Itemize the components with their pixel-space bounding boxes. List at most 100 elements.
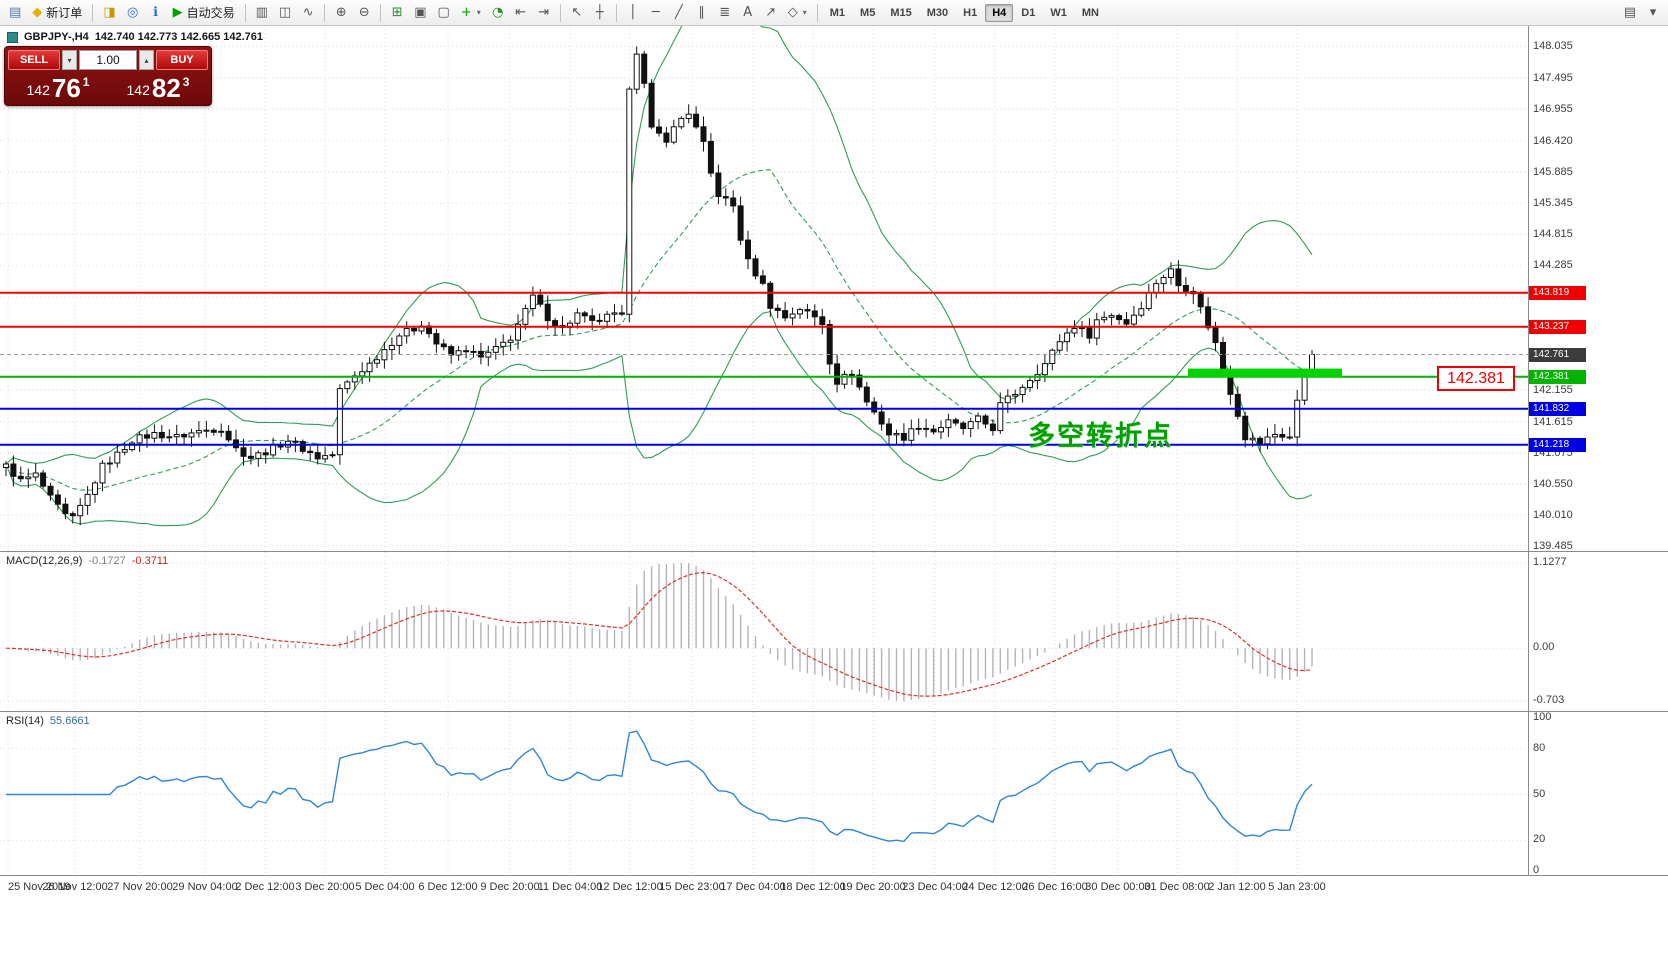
text-tool-icon: A: [743, 5, 753, 20]
buy-button[interactable]: BUY: [156, 50, 208, 70]
channel-tool-icon[interactable]: ∥: [691, 3, 713, 23]
ask-price-display[interactable]: 142 82 3: [108, 72, 208, 102]
crosshair-tool-icon: ┼: [595, 5, 604, 20]
timeframe-m15-button[interactable]: M15: [890, 6, 912, 19]
sell-button[interactable]: SELL: [8, 50, 60, 70]
autoscroll-icon[interactable]: ◔: [487, 3, 509, 23]
time-axis-label: 23 Dec 04:00: [902, 881, 968, 893]
cursor-tool-icon: ↖: [571, 5, 583, 20]
bid-pipette: 1: [82, 75, 90, 89]
shapes-tool-icon: ◇: [787, 5, 798, 20]
timeframe-mn-button[interactable]: MN: [1081, 6, 1099, 19]
trendline-tool-icon: ╱: [674, 5, 683, 20]
one-click-trading-panel: SELL ▾ ▴ BUY 142 76 1 142 82 3: [4, 46, 212, 106]
profiles-icon[interactable]: ▾: [1642, 3, 1664, 23]
crosshair-tool-icon[interactable]: ┼: [589, 3, 611, 23]
turning-point-annotation[interactable]: 多空转折点: [1028, 421, 1173, 451]
time-axis-label: 24 Dec 12:00: [962, 881, 1028, 893]
time-axis-label: 5 Dec 04:00: [355, 881, 415, 893]
profiles-icon: ▾: [1649, 5, 1657, 20]
fibonacci-tool-icon[interactable]: ≣: [714, 3, 736, 23]
autotrading-button[interactable]: ▶ 自动交易: [168, 3, 240, 23]
text-tool-icon[interactable]: A: [737, 3, 759, 23]
line-chart-icon[interactable]: ∿: [297, 3, 319, 23]
cascade-windows-icon[interactable]: ▢: [433, 3, 455, 23]
toolbar-separator: [324, 3, 326, 22]
fibonacci-tool-icon: ≣: [719, 5, 731, 20]
cursor-tool-icon[interactable]: ↖: [566, 3, 588, 23]
bid-big-figure: 142: [26, 82, 50, 98]
time-axis[interactable]: 25 Nov 2019 26 Nov 12:00 27 Nov 20:00 29 No…: [0, 875, 1668, 953]
scroll-to-end-icon[interactable]: ⇤: [510, 3, 532, 23]
volume-input[interactable]: [79, 50, 137, 70]
time-axis-label: 25 Nov 2019: [8, 881, 71, 893]
time-axis-label: 18 Dec 12:00: [780, 881, 846, 893]
new-chart-icon[interactable]: ▤: [1619, 3, 1641, 23]
rsi-panel[interactable]: RSI(14) 55.6661: [0, 711, 1668, 876]
dropdown-arrow-icon: ▾: [802, 8, 807, 17]
macd-panel[interactable]: MACD(12,26,9) -0.1727 -0.3711: [0, 551, 1668, 712]
navigator-icon[interactable]: ◎: [122, 3, 144, 23]
time-axis-label: 31 Dec 08:00: [1144, 881, 1210, 893]
horizontal-line-tool-icon[interactable]: ─: [645, 3, 667, 23]
chart-shift-icon: ⇥: [538, 5, 550, 20]
rsi-chart[interactable]: [0, 712, 1668, 876]
horizontal-line-tool-icon: ─: [651, 5, 660, 20]
timeframe-m1-button[interactable]: M1: [829, 6, 846, 19]
autotrading-button-label: 自动交易: [186, 6, 235, 20]
time-axis-label: 15 Dec 23:00: [659, 881, 725, 893]
timeframe-w1-button[interactable]: W1: [1050, 6, 1067, 19]
market-watch-icon[interactable]: ◨: [98, 3, 120, 23]
volume-decrease-button[interactable]: ▾: [62, 50, 77, 70]
time-axis-label: 9 Dec 20:00: [480, 881, 540, 893]
timeframe-h1-button[interactable]: H1: [963, 6, 978, 19]
new-order-button[interactable]: ◆ 新订单: [27, 3, 87, 23]
chart-shift-icon[interactable]: ⇥: [533, 3, 555, 23]
time-axis-label: 3 Dec 20:00: [295, 881, 355, 893]
bars-chart-icon[interactable]: ▥: [251, 3, 273, 23]
time-axis-label: 11 Dec 04:00: [537, 881, 603, 893]
chart-title: GBPJPY-,H4 142.740 142.773 142.665 142.7…: [7, 31, 263, 43]
toolbar-separator: [615, 3, 617, 22]
zoom-in-icon: ⊕: [335, 5, 347, 20]
arrow-tool-icon[interactable]: ↗: [760, 3, 782, 23]
toolbar-separator: [244, 3, 246, 22]
terminal-icon[interactable]: ℹ: [145, 3, 167, 23]
trendline-tool-icon[interactable]: ╱: [668, 3, 690, 23]
timeframe-d1-button[interactable]: D1: [1021, 6, 1036, 19]
zoom-out-icon[interactable]: ⊖: [353, 3, 375, 23]
ask-big-figure: 142: [126, 82, 150, 98]
grid-icon[interactable]: ⊞: [386, 3, 408, 23]
time-axis-label: 26 Dec 16:00: [1022, 881, 1088, 893]
candlestick-chart-icon[interactable]: ◫: [274, 3, 296, 23]
time-axis-label: 30 Dec 00:00: [1085, 881, 1151, 893]
candlestick-chart-icon: ◫: [278, 5, 292, 20]
time-axis-label: 2 Dec 12:00: [235, 881, 295, 893]
price-chart[interactable]: [0, 26, 1668, 551]
tile-windows-icon: ▣: [414, 5, 427, 20]
time-axis-label: 6 Dec 12:00: [418, 881, 478, 893]
price-callout-box[interactable]: 142.381: [1437, 366, 1515, 391]
macd-chart[interactable]: [0, 552, 1668, 712]
navigator-icon: ◎: [126, 5, 139, 20]
new-chart-icon: ▤: [1623, 5, 1636, 20]
volume-increase-button[interactable]: ▴: [139, 50, 154, 70]
tile-windows-icon[interactable]: ▣: [409, 3, 431, 23]
timeframe-m5-button[interactable]: M5: [860, 6, 876, 19]
ask-pips: 82: [151, 73, 181, 103]
add-indicator-icon[interactable]: + ▾: [456, 3, 486, 23]
bid-price-display[interactable]: 142 76 1: [8, 72, 108, 102]
vertical-line-tool-icon[interactable]: │: [622, 3, 644, 23]
new-order-icon: ◆: [32, 5, 43, 20]
main-chart-panel[interactable]: GBPJPY-,H4 142.740 142.773 142.665 142.7…: [0, 26, 1668, 551]
shapes-tool-icon[interactable]: ◇ ▾: [783, 3, 812, 23]
grid-icon: ⊞: [391, 5, 403, 20]
chart-symbol-label: GBPJPY-,H4: [24, 31, 89, 43]
zoom-in-icon[interactable]: ⊕: [330, 3, 352, 23]
time-axis-label: 2 Jan 12:00: [1208, 881, 1266, 893]
rsi-label: RSI(14) 55.6661: [6, 715, 90, 727]
window-icon[interactable]: ▤: [4, 3, 26, 23]
bid-pips: 76: [51, 73, 81, 103]
timeframe-m30-button[interactable]: M30: [926, 6, 949, 19]
timeframe-h4-button[interactable]: H4: [985, 3, 1014, 22]
